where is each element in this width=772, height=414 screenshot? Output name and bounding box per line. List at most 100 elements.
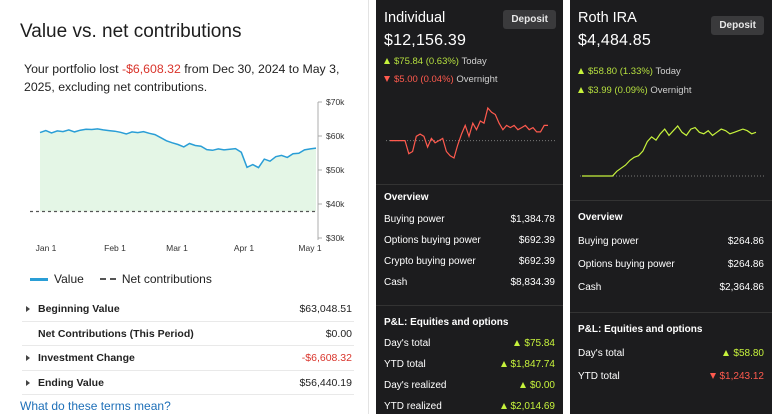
value-breakdown-table: Beginning Value $63,048.51 Net Contribut… [22,297,354,395]
value-legend-label: Value [54,272,84,286]
pl-title: P&L: Equities and options [578,324,703,335]
row-value: $264.86 [727,236,764,247]
row-value: -$6,608.32 [301,352,352,364]
individual-mini-chart[interactable] [376,100,563,170]
value-legend-swatch [30,277,48,281]
row-value: $1,847.74 [500,359,556,370]
value-chart[interactable]: $70k $60k $50k $40k $30k Jan 1 Feb 1 Mar 1 Apr … [0,92,369,262]
overnight-label: Overnight [456,74,498,85]
investment-change-row[interactable]: Investment Change -$6,608.32 [22,346,354,371]
pl-amount: $75.84 [524,338,555,349]
up-arrow-icon [500,403,507,409]
row-label: Cash [578,282,602,293]
y-axis: $70k $60k $50k $40k $30k [318,97,345,243]
panel-title: Value vs. net contributions [20,21,242,42]
row-label: Beginning Value [38,303,120,315]
today-change-value: $75.84 (0.63%) [394,56,459,67]
row-label: Buying power [578,236,639,247]
x-tick-label: May 1 [298,243,321,253]
row-value: $1,384.78 [510,214,556,225]
row-label: YTD total [384,359,426,370]
row-value: $63,048.51 [299,303,352,315]
row-label: Day's total [384,338,431,349]
today-change: $75.84 (0.63%) Today [384,56,487,67]
row-value: $692.39 [518,235,555,246]
up-arrow-icon [384,58,390,64]
row-label: Options buying power [578,259,675,270]
expand-triangle-icon[interactable] [26,306,30,312]
row-value: $264.86 [727,259,764,270]
up-arrow-icon [578,68,584,74]
account-name: Individual [384,10,446,26]
today-label: Today [655,66,681,77]
net-legend-label: Net contributions [121,272,212,286]
up-arrow-icon [514,340,521,346]
up-arrow-icon [723,350,730,356]
pl-amount: $1,847.74 [510,359,556,370]
pl-amount: $1,243.12 [719,371,765,382]
summary-amount: -$6,608.32 [121,62,181,76]
row-value: $692.39 [518,256,555,267]
row-value: $56,440.19 [299,376,352,389]
roth-ira-mini-chart[interactable] [570,118,772,188]
account-value: $12,156.39 [384,32,467,49]
today-change: $58.80 (1.33%) Today [578,66,681,77]
overnight-change-value: $5.00 (0.04%) [394,74,454,85]
value-line [39,128,317,169]
overnight-change-value: $3.99 (0.09%) [588,85,648,96]
divider [570,312,772,313]
down-arrow-icon [709,373,716,379]
row-label: Options buying power [384,235,481,246]
row-value: $2,014.69 [500,401,556,412]
deposit-button[interactable]: Deposit [711,16,764,35]
net-legend-swatch [99,278,116,280]
overview-title: Overview [578,212,623,223]
pl-title: P&L: Equities and options [384,317,509,328]
row-value: $8,834.39 [510,277,556,288]
y-tick-label: $30k [326,233,345,243]
y-tick-label: $50k [326,165,345,175]
overnight-change: $3.99 (0.09%) Overnight [578,85,692,96]
account-value: $4,484.85 [578,32,651,49]
roth-ira-price-line [582,125,757,177]
account-name: Roth IRA [578,10,637,26]
chart-legend: Value Net contributions [30,272,212,286]
deposit-button[interactable]: Deposit [503,10,556,29]
pl-amount: $2,014.69 [510,401,556,412]
divider [376,184,563,185]
row-label: Day's realized [384,380,447,391]
terms-help-link[interactable]: What do these terms mean? [20,399,171,413]
value-vs-contributions-panel: Value vs. net contributions Your portfol… [0,0,369,414]
y-tick-label: $70k [326,97,345,107]
down-arrow-icon [384,76,390,82]
individual-price-line [390,106,548,159]
row-value: $58.80 [723,348,764,359]
expand-triangle-icon[interactable] [26,379,30,386]
up-arrow-icon [500,361,507,367]
today-change-value: $58.80 (1.33%) [588,66,653,77]
row-label: Day's total [578,348,625,359]
pl-amount: $0.00 [529,380,555,391]
summary-prefix: Your portfolio lost [24,62,122,76]
summary-suffix: from Dec 30, 2024 to May 3, 2025, exclud… [24,62,340,94]
row-label: Net Contributions (This Period) [38,327,194,340]
overview-title: Overview [384,192,429,203]
beginning-value-row[interactable]: Beginning Value $63,048.51 [22,297,354,322]
row-value: $0.00 [325,327,352,340]
divider [376,305,563,306]
performance-summary: Your portfolio lost -$6,608.32 from Dec … [24,60,344,96]
x-axis: Jan 1 Feb 1 Mar 1 Apr 1 May 1 [36,243,322,253]
x-tick-label: Jan 1 [36,243,57,253]
row-label: Investment Change [38,352,135,364]
row-label: YTD total [578,371,620,382]
row-label: YTD realized [384,401,442,412]
row-value: $0.00 [519,380,555,391]
overnight-change: $5.00 (0.04%) Overnight [384,74,498,85]
row-label: Crypto buying power [384,256,476,267]
ending-value-row[interactable]: Ending Value $56,440.19 [22,371,354,395]
x-tick-label: Mar 1 [166,243,188,253]
row-value: $1,243.12 [709,371,765,382]
row-value: $75.84 [514,338,555,349]
up-arrow-icon [519,382,526,388]
expand-triangle-icon[interactable] [26,355,30,361]
